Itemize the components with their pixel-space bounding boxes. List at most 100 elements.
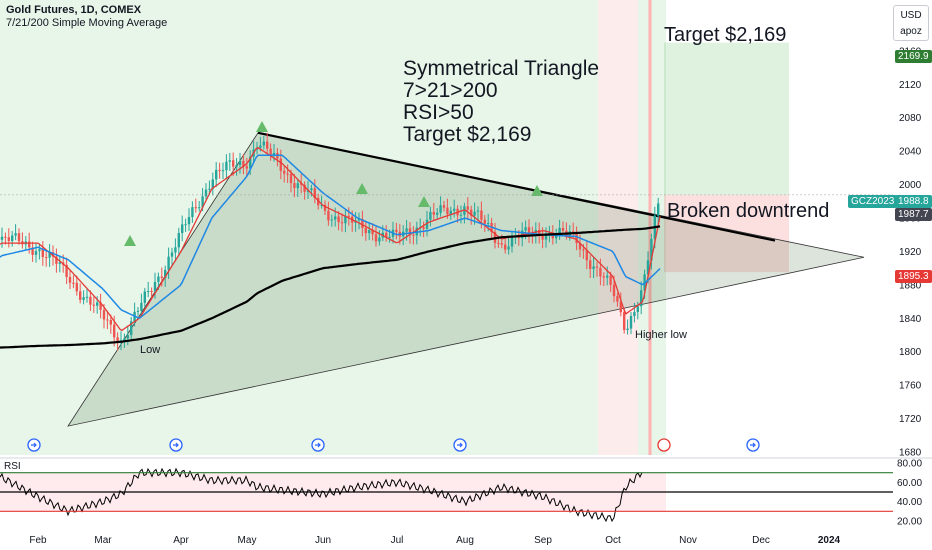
low-note: Low bbox=[140, 344, 161, 356]
candle-body bbox=[174, 247, 177, 253]
candle-body bbox=[211, 179, 214, 189]
candle-body bbox=[432, 211, 435, 215]
event-icon-arrow bbox=[750, 442, 756, 448]
candle-body bbox=[157, 276, 160, 282]
candle-body bbox=[320, 204, 323, 206]
candle-body bbox=[289, 173, 293, 184]
candle-body bbox=[218, 169, 221, 171]
candle-body bbox=[191, 207, 194, 218]
candle-body bbox=[476, 210, 480, 212]
candle-body bbox=[466, 206, 469, 210]
sma200-line bbox=[0, 225, 661, 349]
candle-body bbox=[555, 235, 558, 239]
y-tick-label: 1880 bbox=[899, 280, 922, 291]
candle-body bbox=[517, 236, 520, 239]
candle-body bbox=[657, 203, 660, 216]
x-tick-label: Sep bbox=[534, 535, 552, 546]
candle-body bbox=[561, 227, 565, 231]
candle-body bbox=[364, 227, 367, 234]
candle-body bbox=[422, 227, 425, 229]
candle-body bbox=[585, 250, 588, 261]
candle-body bbox=[286, 173, 289, 175]
candle-body bbox=[606, 275, 609, 278]
candle-body bbox=[599, 267, 602, 277]
candles bbox=[0, 132, 660, 351]
candle-body bbox=[619, 301, 622, 313]
candle-body bbox=[446, 207, 449, 215]
candle-body bbox=[14, 233, 17, 236]
rsi-line bbox=[0, 467, 643, 523]
candle-body bbox=[504, 244, 507, 250]
candle-body bbox=[323, 204, 327, 211]
rsi-tick-label: 20.00 bbox=[897, 517, 922, 528]
candle-body bbox=[347, 215, 350, 217]
candle-body bbox=[140, 302, 143, 311]
candle-body bbox=[527, 227, 531, 234]
candle-body bbox=[602, 276, 605, 278]
event-icon-arrow bbox=[315, 442, 321, 448]
price-axis: 1680172017601800184018801920196020002040… bbox=[897, 46, 922, 527]
candle-body bbox=[470, 209, 473, 216]
candle-body bbox=[357, 218, 361, 221]
candle-body bbox=[405, 228, 408, 232]
candle-body bbox=[310, 188, 313, 191]
candle-body bbox=[221, 170, 225, 172]
candle-body bbox=[412, 234, 415, 236]
candle-body bbox=[575, 232, 578, 244]
candle-body bbox=[330, 219, 333, 221]
candle-body bbox=[228, 160, 231, 162]
candle-body bbox=[300, 183, 303, 185]
currency-button[interactable]: USD apoz bbox=[893, 5, 929, 41]
candle-body bbox=[459, 214, 463, 216]
candle-body bbox=[65, 264, 68, 277]
bearish-zone-bg bbox=[598, 0, 638, 455]
candle-body bbox=[99, 302, 102, 310]
candle-body bbox=[592, 266, 595, 269]
candle-body bbox=[11, 235, 14, 242]
pattern-line: Symmetrical Triangle bbox=[403, 57, 600, 80]
pattern-line: 7>21>200 bbox=[403, 79, 498, 102]
candle-body bbox=[215, 169, 218, 180]
candle-body bbox=[167, 256, 170, 270]
candle-body bbox=[538, 229, 541, 235]
candle-body bbox=[181, 224, 184, 234]
up-signal-marker bbox=[256, 121, 268, 132]
currency-label: USD bbox=[900, 10, 922, 21]
candle-body bbox=[184, 224, 187, 226]
candle-body bbox=[306, 190, 310, 192]
rsi-tick-label: 40.00 bbox=[897, 497, 922, 508]
y-tick-label: 2080 bbox=[899, 113, 922, 124]
candle-body bbox=[164, 269, 167, 278]
candle-body bbox=[259, 145, 262, 148]
candle-body bbox=[636, 306, 639, 313]
candle-body bbox=[582, 249, 585, 251]
candle-body bbox=[249, 156, 252, 169]
candle-body bbox=[4, 236, 7, 238]
candle-body bbox=[317, 197, 320, 206]
candle-body bbox=[204, 189, 208, 197]
candle-body bbox=[150, 291, 153, 293]
candle-body bbox=[578, 243, 582, 250]
higher-low-note: Higher low bbox=[635, 329, 687, 341]
candle-body bbox=[102, 309, 106, 320]
candle-body bbox=[371, 230, 374, 235]
candle-body bbox=[136, 310, 140, 312]
candle-body bbox=[7, 237, 10, 242]
candle-body bbox=[589, 260, 592, 269]
event-icon-arrow bbox=[173, 442, 179, 448]
x-tick-label: Dec bbox=[752, 535, 770, 546]
candle-body bbox=[646, 260, 650, 275]
candle-body bbox=[500, 243, 503, 245]
candle-body bbox=[208, 188, 211, 190]
candle-body bbox=[225, 161, 228, 171]
candle-body bbox=[408, 228, 412, 235]
sma7-line bbox=[0, 146, 661, 332]
x-tick-label: Jun bbox=[315, 535, 331, 546]
candle-body bbox=[126, 335, 129, 339]
candle-body bbox=[626, 328, 629, 330]
candle-body bbox=[242, 160, 245, 167]
bullish-zone-bg bbox=[0, 0, 598, 455]
candle-body bbox=[55, 256, 58, 264]
